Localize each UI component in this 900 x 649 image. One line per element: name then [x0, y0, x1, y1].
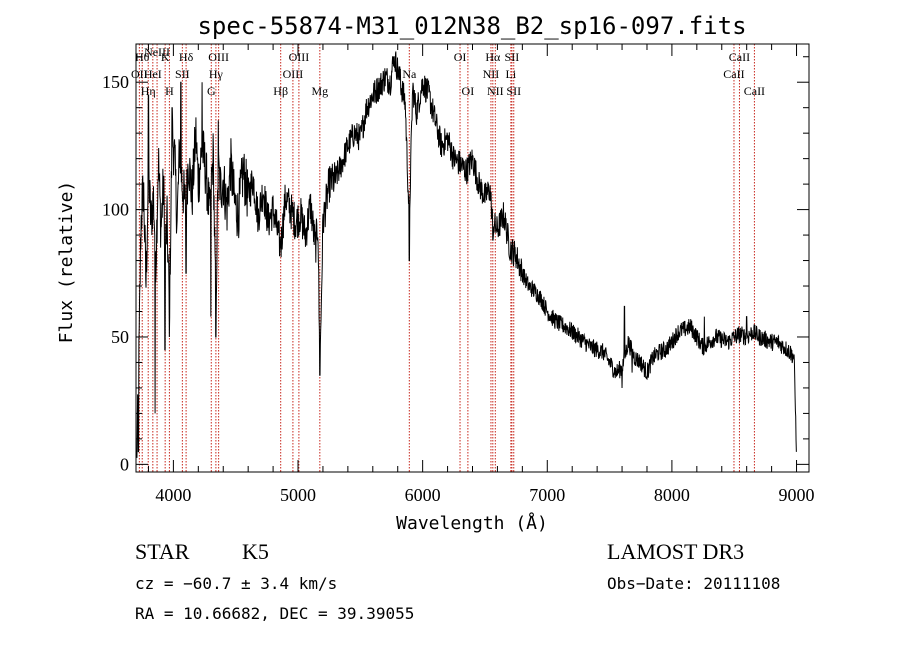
spectral-line-label: SII [505, 50, 520, 64]
spectral-line-label: NeIII [144, 45, 170, 59]
y-tick-label: 150 [102, 72, 129, 92]
spectral-subclass: K5 [242, 539, 269, 564]
y-axis-ticks: 0 50 100 150 [102, 56, 809, 474]
spectral-line-label: Li [506, 67, 517, 81]
y-axis-label: Flux (relative) [56, 181, 77, 344]
spectral-line-label: NII [483, 67, 500, 81]
object-class: STAR [135, 539, 190, 564]
spectral-line-label: Hβ [273, 84, 288, 98]
spectral-line-label: Hγ [209, 67, 224, 81]
spectral-line-label: CaII [723, 67, 744, 81]
x-tick-label: 6000 [405, 485, 441, 505]
y-tick-label: 0 [120, 454, 129, 474]
spectral-line-label: Hα [485, 50, 501, 64]
spectral-line-label: OIII [289, 50, 310, 64]
spectral-line-label: K [161, 50, 170, 64]
x-tick-label: 8000 [654, 485, 690, 505]
spectral-line-label: Hδ [179, 50, 194, 64]
x-tick-label: 5000 [280, 485, 316, 505]
spectral-line-label: Hθ [135, 50, 150, 64]
spectral-line-labels-layer: OIIHθHηHeINeIIIKHSIIHδGHγOIIIHβOIIIOIIIM… [131, 45, 765, 98]
survey-name: LAMOST DR3 [607, 539, 744, 564]
y-tick-label: 100 [102, 200, 129, 220]
spectral-line-label: SII [175, 67, 190, 81]
sky-coordinates: RA = 10.66682, DEC = 39.39055 [135, 604, 414, 623]
spectral-line-label: OI [454, 50, 467, 64]
observation-date: Obs−Date: 20111108 [607, 574, 780, 593]
x-tick-label: 4000 [155, 485, 191, 505]
spectral-line-label: Mg [311, 84, 328, 98]
spectral-lines-layer [138, 44, 755, 472]
spectral-line-label: H [165, 84, 174, 98]
chart-title: spec-55874-M31_012N38_B2_sp16-097.fits [197, 12, 746, 40]
plot-frame [135, 43, 810, 473]
spectral-line-label: NII [487, 84, 504, 98]
spectral-line-label: OI [462, 84, 475, 98]
spectral-line-label: CaII [744, 84, 765, 98]
spectral-line-label: Hη [141, 84, 156, 98]
y-tick-label: 50 [111, 327, 129, 347]
spectral-line-label: Na [402, 67, 417, 81]
spectral-line-label: G [207, 84, 216, 98]
radial-velocity: cz = −60.7 ± 3.4 km/s [135, 574, 337, 593]
spectral-line-label: CaII [729, 50, 750, 64]
x-tick-label: 7000 [529, 485, 565, 505]
x-tick-label: 9000 [779, 485, 815, 505]
spectrum-series-line [136, 51, 797, 458]
spectral-line-label: SII [506, 84, 521, 98]
spectral-line-label: OII [131, 67, 148, 81]
spectral-line-label: OIII [283, 67, 304, 81]
spectral-line-label: OIII [208, 50, 229, 64]
spectral-line-label: HeI [144, 67, 162, 81]
x-axis-label: Wavelength (Å) [396, 512, 548, 534]
x-axis-ticks: 4000 5000 6000 7000 8000 9000 [147, 44, 815, 505]
